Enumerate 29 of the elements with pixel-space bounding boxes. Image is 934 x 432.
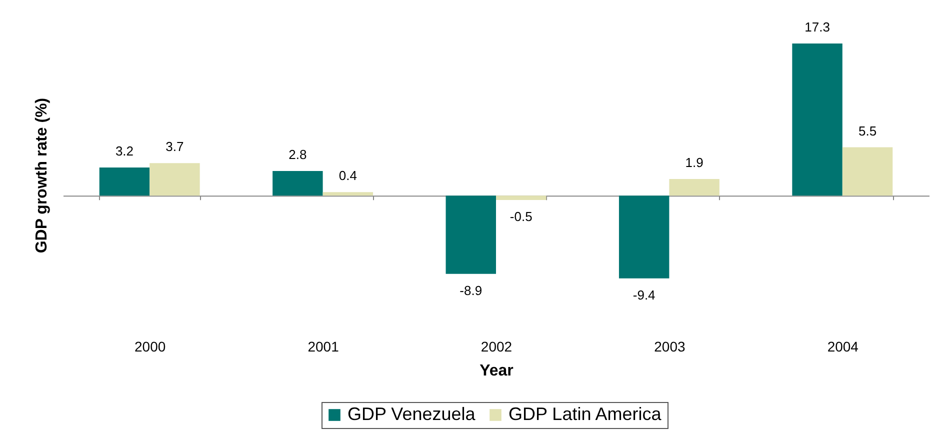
x-tick-label: 2000 xyxy=(134,338,166,354)
x-tick-label: 2003 xyxy=(654,338,686,354)
x-tick-label: 2001 xyxy=(308,338,340,354)
x-tick-label: 2002 xyxy=(480,338,512,354)
bar xyxy=(99,168,150,196)
bar xyxy=(669,178,720,196)
x-axis-title: Year xyxy=(480,362,514,380)
bar xyxy=(792,43,842,196)
bar xyxy=(322,192,374,196)
y-axis-title: GDP growth rate (%) xyxy=(34,98,50,254)
legend-label: GDP Venezuela xyxy=(348,404,476,424)
x-tick-label: 2004 xyxy=(827,338,859,354)
bar xyxy=(272,171,323,196)
legend-label: GDP Latin America xyxy=(508,404,662,424)
data-label: 3.7 xyxy=(166,139,184,154)
data-label: 3.2 xyxy=(115,144,134,159)
bar xyxy=(150,163,200,196)
data-label: 5.5 xyxy=(858,123,877,138)
bar xyxy=(842,147,893,196)
data-label: -9.4 xyxy=(632,287,656,302)
bar xyxy=(496,196,546,200)
data-label: -8.9 xyxy=(460,282,482,298)
bar xyxy=(446,196,496,274)
data-label: 17.3 xyxy=(804,19,830,34)
data-label: 1.9 xyxy=(685,154,704,170)
data-label: -0.5 xyxy=(510,209,532,224)
bar xyxy=(618,196,670,278)
data-label: 0.4 xyxy=(338,168,357,184)
data-label: 2.8 xyxy=(288,147,307,162)
